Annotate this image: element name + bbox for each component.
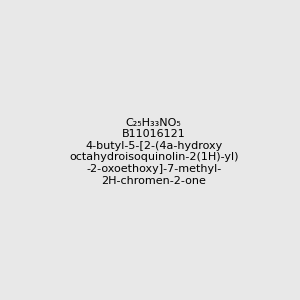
Text: C₂₅H₃₃NO₅
B11016121
4-butyl-5-[2-(4a-hydroxy
octahydroisoquinolin-2(1H)-yl)
-2-o: C₂₅H₃₃NO₅ B11016121 4-butyl-5-[2-(4a-hyd… xyxy=(69,118,239,185)
